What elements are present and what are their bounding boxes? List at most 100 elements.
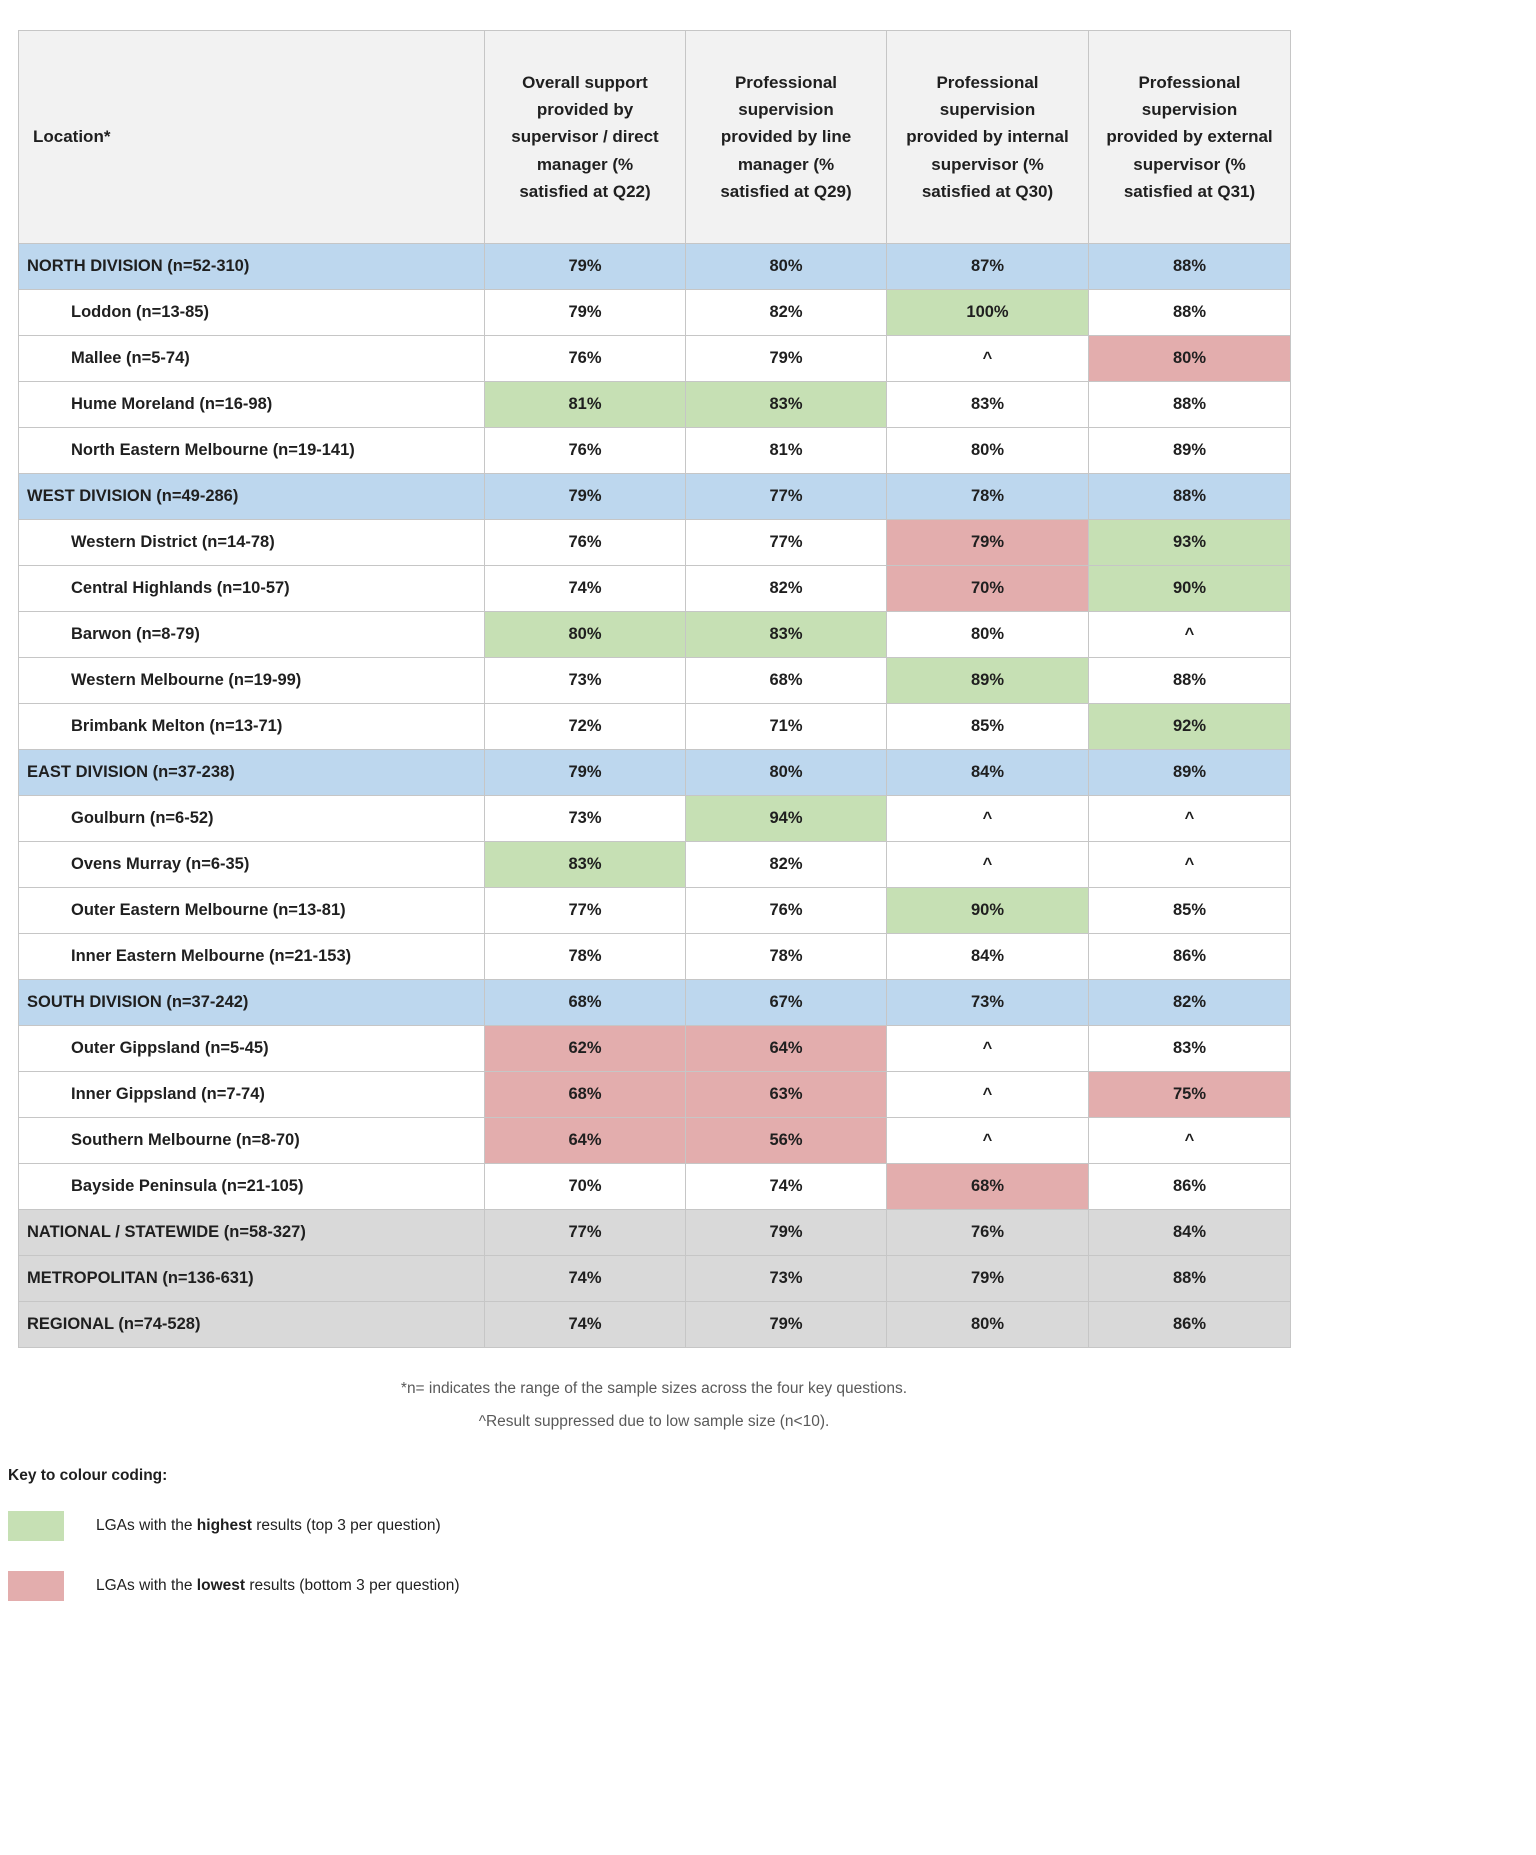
value-cell: 73% [484, 795, 686, 842]
value-cell: 80% [685, 749, 887, 796]
footnote-sample-size: *n= indicates the range of the sample si… [400, 1380, 908, 1397]
row-label: Mallee (n=5-74) [18, 335, 485, 382]
table-row: Outer Eastern Melbourne (n=13-81) 77% 76% 9… [18, 887, 1291, 934]
table-row: Inner Eastern Melbourne (n=21-153) 78% 78%… [18, 933, 1291, 980]
table-header: Location* Overall support provided by su… [18, 30, 1291, 244]
value-cell: 68% [886, 1163, 1089, 1210]
value-cell: 88% [1088, 381, 1291, 428]
value-cell: 80% [685, 243, 887, 290]
legend-text-suffix: results (top 3 per question) [251, 1517, 441, 1535]
row-label: Inner Gippsland (n=7-74) [18, 1071, 485, 1118]
value-cell: 80% [886, 611, 1089, 658]
value-cell: 72% [484, 703, 686, 750]
row-label: Barwon (n=8-79) [18, 611, 485, 658]
value-cell: 86% [1088, 1301, 1291, 1348]
value-cell: ^ [886, 841, 1089, 888]
value-cell: 85% [886, 703, 1089, 750]
table-row: NORTH DIVISION (n=52-310) 79% 80% 87% 88% [18, 243, 1291, 290]
row-label: Outer Eastern Melbourne (n=13-81) [18, 887, 485, 934]
value-cell: 73% [886, 979, 1089, 1026]
row-label: North Eastern Melbourne (n=19-141) [18, 427, 485, 474]
table-row: Bayside Peninsula (n=21-105) 70% 74% 68% 86% [18, 1163, 1291, 1210]
row-label: Brimbank Melton (n=13-71) [18, 703, 485, 750]
value-cell: 82% [685, 841, 887, 888]
table-row: Brimbank Melton (n=13-71) 72% 71% 85% 92% [18, 703, 1291, 750]
value-cell: 76% [886, 1209, 1089, 1256]
row-label: NATIONAL / STATEWIDE (n=58-327) [18, 1209, 485, 1256]
value-cell: 78% [484, 933, 686, 980]
value-cell: 73% [685, 1255, 887, 1302]
value-cell: 77% [484, 887, 686, 934]
value-cell: 89% [1088, 749, 1291, 796]
legend-text-bold: lowest [196, 1577, 246, 1595]
value-cell: 77% [484, 1209, 686, 1256]
row-label: Central Highlands (n=10-57) [18, 565, 485, 612]
satisfaction-results-table: Location* Overall support provided by su… [18, 30, 1291, 1348]
row-label: Hume Moreland (n=16-98) [18, 381, 485, 428]
value-cell: 68% [484, 979, 686, 1026]
row-label: WEST DIVISION (n=49-286) [18, 473, 485, 520]
value-cell: ^ [886, 1117, 1089, 1164]
table-row: Barwon (n=8-79) 80% 83% 80% ^ [18, 611, 1291, 658]
value-cell: 79% [484, 749, 686, 796]
value-cell: 87% [886, 243, 1089, 290]
colour-coding-key: Key to colour coding: LGAs with the high… [8, 1467, 1536, 1602]
value-cell: 86% [1088, 933, 1291, 980]
lowest-result-swatch [8, 1571, 64, 1602]
value-cell: 79% [685, 335, 887, 382]
value-cell: 83% [685, 381, 887, 428]
value-cell: 81% [685, 427, 887, 474]
value-cell: 92% [1088, 703, 1291, 750]
row-label: SOUTH DIVISION (n=37-242) [18, 979, 485, 1026]
header-row: Location* Overall support provided by su… [18, 30, 1291, 244]
value-cell: 62% [484, 1025, 686, 1072]
value-cell: 83% [886, 381, 1089, 428]
value-cell: 84% [886, 749, 1089, 796]
value-cell: 70% [484, 1163, 686, 1210]
value-cell: 88% [1088, 1255, 1291, 1302]
value-cell: ^ [886, 795, 1089, 842]
row-label: NORTH DIVISION (n=52-310) [18, 243, 485, 290]
table-row: Loddon (n=13-85) 79% 82% 100% 88% [18, 289, 1291, 336]
value-cell: 82% [685, 565, 887, 612]
value-cell: 83% [1088, 1025, 1291, 1072]
value-cell: ^ [886, 1071, 1089, 1118]
table-row: Western District (n=14-78) 76% 77% 79% 93% [18, 519, 1291, 566]
value-cell: 71% [685, 703, 887, 750]
value-cell: ^ [1088, 795, 1291, 842]
legend-text-bold: highest [196, 1517, 252, 1535]
value-cell: 79% [886, 519, 1089, 566]
value-cell: 73% [484, 657, 686, 704]
row-label: Western District (n=14-78) [18, 519, 485, 566]
table-row: SOUTH DIVISION (n=37-242) 68% 67% 73% 82% [18, 979, 1291, 1026]
footnotes: *n= indicates the range of the sample si… [18, 1380, 1290, 1431]
value-cell: 88% [1088, 473, 1291, 520]
footnote-suppressed: ^Result suppressed due to low sample siz… [478, 1412, 830, 1430]
value-cell: 74% [484, 1255, 686, 1302]
row-label: EAST DIVISION (n=37-238) [18, 749, 485, 796]
value-cell: 74% [484, 565, 686, 612]
row-label: Bayside Peninsula (n=21-105) [18, 1163, 485, 1210]
row-label: Ovens Murray (n=6-35) [18, 841, 485, 888]
value-cell: 76% [484, 427, 686, 474]
value-cell: 76% [484, 335, 686, 382]
value-cell: ^ [886, 335, 1089, 382]
table-row: North Eastern Melbourne (n=19-141) 76% 81%… [18, 427, 1291, 474]
table-row: Central Highlands (n=10-57) 74% 82% 70% 90% [18, 565, 1291, 612]
table-row: Ovens Murray (n=6-35) 83% 82% ^ ^ [18, 841, 1291, 888]
value-cell: 79% [886, 1255, 1089, 1302]
table-row: Outer Gippsland (n=5-45) 62% 64% ^ 83% [18, 1025, 1291, 1072]
value-cell: 76% [685, 887, 887, 934]
row-label: METROPOLITAN (n=136-631) [18, 1255, 485, 1302]
value-cell: 70% [886, 565, 1089, 612]
highest-result-swatch [8, 1511, 64, 1542]
legend-title: Key to colour coding: [8, 1467, 168, 1485]
value-cell: 79% [484, 243, 686, 290]
value-cell: 78% [685, 933, 887, 980]
value-cell: 83% [685, 611, 887, 658]
value-cell: 94% [685, 795, 887, 842]
value-cell: 84% [886, 933, 1089, 980]
table-row: Inner Gippsland (n=7-74) 68% 63% ^ 75% [18, 1071, 1291, 1118]
row-label: REGIONAL (n=74-528) [18, 1301, 485, 1348]
value-cell: ^ [1088, 1117, 1291, 1164]
